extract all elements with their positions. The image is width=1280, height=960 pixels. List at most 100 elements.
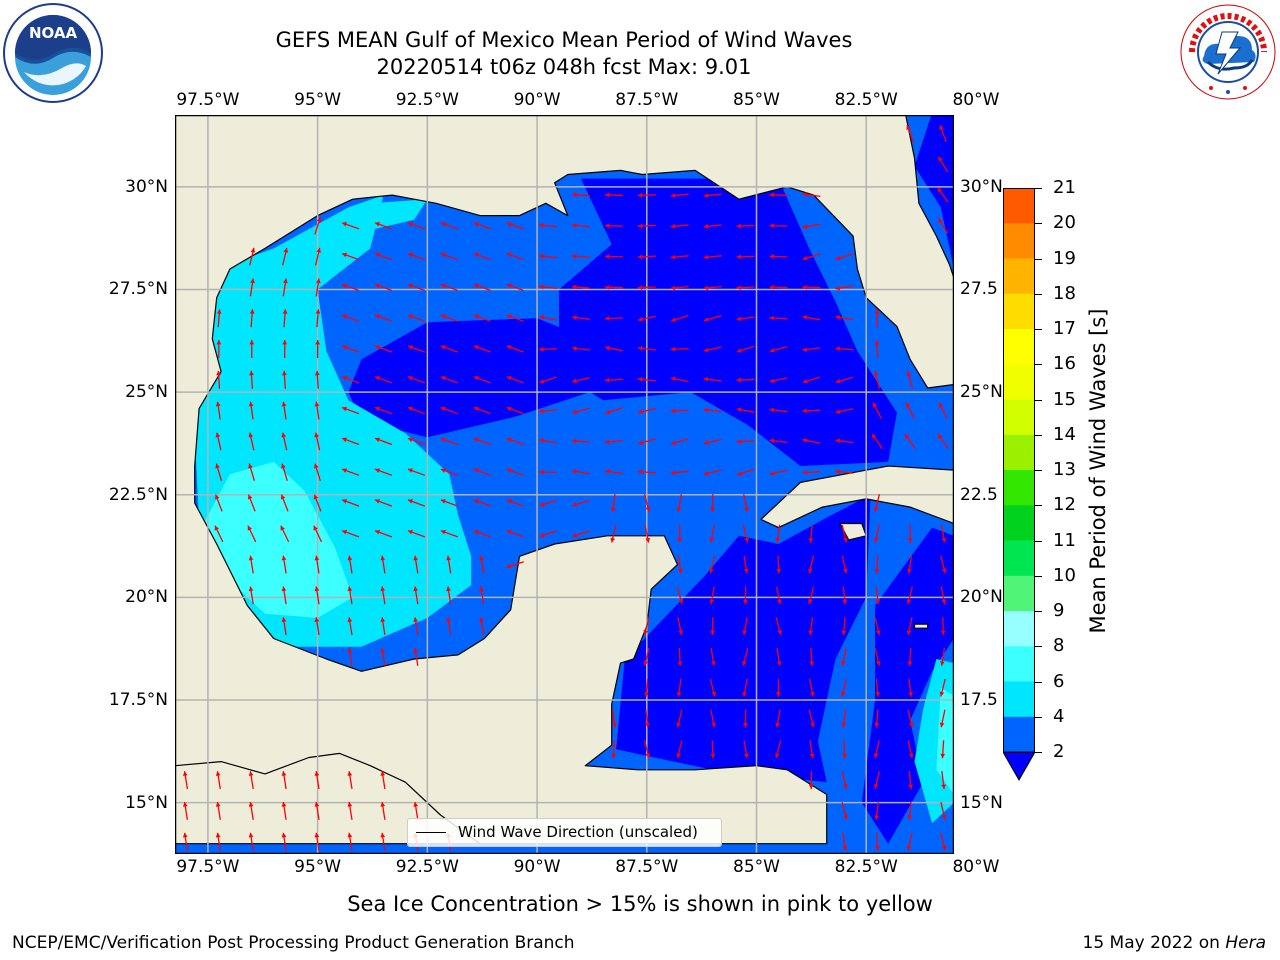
wind-wave-arrow bbox=[906, 617, 913, 636]
wind-wave-arrow bbox=[802, 192, 821, 198]
wind-wave-arrow bbox=[842, 740, 847, 759]
lat-tick-right: 27.5 bbox=[960, 279, 998, 300]
wind-wave-arrow bbox=[736, 468, 755, 476]
wind-wave-arrow bbox=[407, 314, 426, 322]
colorbar-swatch bbox=[1003, 434, 1035, 471]
wind-wave-arrow bbox=[808, 678, 815, 697]
wind-wave-arrow bbox=[440, 252, 459, 261]
wind-wave-arrow bbox=[281, 555, 287, 574]
wind-wave-arrow bbox=[506, 222, 524, 230]
wind-wave-arrow bbox=[380, 771, 386, 790]
wind-wave-arrow bbox=[874, 617, 881, 636]
colorbar-tick-mark bbox=[1035, 399, 1042, 401]
wind-wave-arrow bbox=[249, 247, 256, 266]
wind-wave-arrow bbox=[802, 253, 821, 261]
noaa-logo-text: NOAA bbox=[29, 24, 78, 42]
period-6-8-caribbean-south bbox=[936, 687, 954, 795]
colorbar-tick-label: 10 bbox=[1053, 564, 1076, 586]
wind-wave-arrow bbox=[709, 586, 715, 605]
lon-tick-bottom: 95°W bbox=[294, 857, 342, 877]
wind-wave-arrow bbox=[874, 309, 880, 328]
wind-wave-arrow bbox=[736, 223, 755, 229]
wind-wave-arrow bbox=[676, 740, 683, 759]
colorbar-tick-label: 15 bbox=[1053, 388, 1076, 410]
wind-wave-arrow bbox=[769, 345, 788, 353]
wind-wave-arrow bbox=[709, 524, 715, 543]
wind-wave-arrow bbox=[473, 468, 491, 476]
wind-wave-arrow bbox=[446, 586, 452, 605]
colorbar-swatch bbox=[1003, 399, 1035, 436]
wind-wave-arrow bbox=[677, 524, 682, 543]
wind-wave-arrow bbox=[775, 709, 781, 728]
wind-wave-arrow bbox=[380, 647, 386, 666]
wind-wave-arrow bbox=[440, 468, 459, 476]
chart-subtitle: 20220514 t06z 048h fcst Max: 9.01 bbox=[376, 55, 752, 79]
wind-wave-arrow bbox=[571, 438, 590, 444]
wind-wave-arrow bbox=[315, 278, 321, 297]
wind-wave-arrow bbox=[769, 438, 788, 444]
wind-wave-arrow bbox=[875, 586, 881, 605]
wind-wave-arrow bbox=[871, 433, 883, 450]
wind-wave-arrow bbox=[571, 284, 590, 290]
wind-wave-arrow bbox=[710, 647, 716, 666]
wind-wave-arrow bbox=[413, 617, 419, 636]
colorbar-tick-mark bbox=[1035, 223, 1042, 225]
colorbar-tick-label: 21 bbox=[1053, 177, 1076, 198]
wind-wave-arrow bbox=[941, 771, 946, 790]
wind-wave-arrow bbox=[710, 617, 715, 636]
wind-wave-arrow bbox=[802, 347, 821, 352]
wind-wave-arrow bbox=[282, 309, 288, 328]
wind-wave-arrow bbox=[314, 586, 320, 605]
wind-wave-arrow bbox=[249, 309, 255, 328]
wind-wave-arrow bbox=[249, 370, 254, 389]
wind-wave-arrow bbox=[907, 555, 913, 574]
wind-wave-arrow bbox=[637, 285, 656, 290]
wind-wave-arrow bbox=[610, 524, 617, 543]
wind-wave-arrow bbox=[644, 740, 651, 759]
lat-tick-left: 20°N bbox=[125, 587, 168, 608]
lat-tick-right: 17.5 bbox=[960, 690, 998, 711]
wind-wave-arrow bbox=[539, 315, 558, 321]
period-under-2-caribbean-east bbox=[861, 527, 954, 844]
wind-wave-arrow bbox=[769, 254, 788, 259]
wind-wave-arrow bbox=[940, 617, 946, 636]
wind-wave-arrow bbox=[769, 284, 788, 290]
wind-wave-arrow bbox=[743, 494, 749, 512]
wind-wave-arrow bbox=[808, 771, 814, 790]
wind-wave-arrow bbox=[776, 678, 781, 697]
wind-wave-arrow bbox=[506, 314, 524, 322]
wind-wave-arrow bbox=[670, 193, 689, 198]
wind-wave-arrow bbox=[842, 832, 848, 851]
nws-logo bbox=[1178, 2, 1278, 102]
wind-wave-arrow bbox=[940, 555, 947, 574]
wind-wave-arrow bbox=[841, 555, 848, 574]
wind-wave-arrow bbox=[907, 524, 913, 543]
wind-wave-arrow bbox=[802, 408, 821, 414]
period-under-2-caribbean-west bbox=[616, 494, 871, 783]
wind-wave-arrow bbox=[248, 832, 254, 851]
wind-wave-arrow bbox=[341, 252, 360, 261]
map-plot-area bbox=[175, 115, 954, 854]
wind-wave-arrow bbox=[407, 437, 426, 446]
wind-wave-arrow bbox=[835, 253, 854, 261]
wind-wave-arrow bbox=[341, 437, 360, 446]
wind-wave-arrow bbox=[643, 648, 650, 666]
wind-wave-arrow bbox=[874, 709, 880, 728]
wind-wave-arrow bbox=[841, 802, 848, 820]
wind-wave-arrow bbox=[604, 345, 623, 352]
wind-wave-arrow bbox=[775, 617, 782, 636]
wind-wave-arrow bbox=[413, 555, 419, 574]
wind-wave-arrow bbox=[440, 314, 459, 322]
lon-tick-top: 82.5°W bbox=[834, 90, 898, 110]
wind-wave-arrow bbox=[736, 377, 755, 383]
wind-wave-arrow bbox=[182, 801, 189, 820]
wind-wave-arrow bbox=[341, 283, 360, 292]
wind-wave-arrow bbox=[769, 223, 788, 229]
map-legend: Wind Wave Direction (unscaled) bbox=[407, 818, 722, 847]
colorbar-tick-mark bbox=[1035, 434, 1042, 436]
wind-wave-arrow bbox=[440, 345, 459, 353]
colorbar-tick-mark bbox=[1035, 470, 1042, 471]
wind-wave-arrow bbox=[907, 647, 913, 666]
lon-tick-bottom: 80°W bbox=[952, 857, 1000, 877]
wind-wave-arrow bbox=[769, 315, 788, 321]
